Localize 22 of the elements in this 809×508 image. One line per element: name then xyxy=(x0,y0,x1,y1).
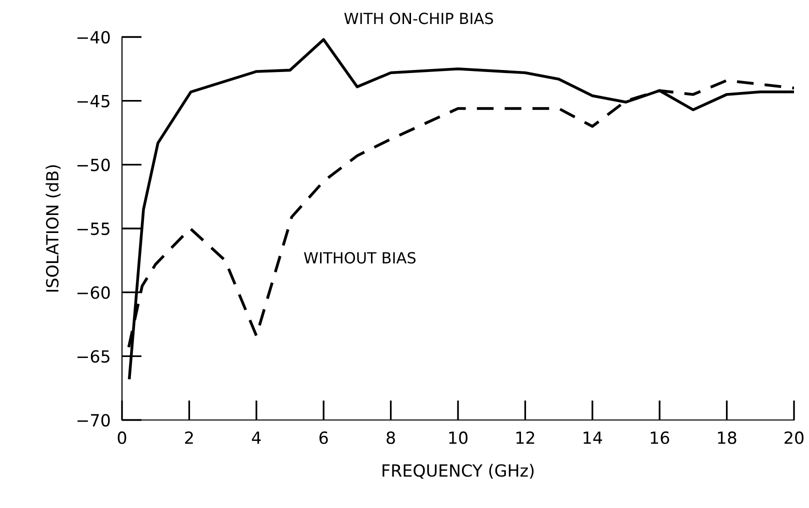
y-tick-label: −60 xyxy=(77,286,110,299)
y-tick-label: −40 xyxy=(77,30,110,44)
x-tick-label: 14 xyxy=(584,432,602,444)
y-tick-label: −45 xyxy=(77,95,110,108)
x-tick-label: 16 xyxy=(650,431,670,444)
y-tick-label: −65 xyxy=(77,350,110,363)
x-tick-label: 4 xyxy=(252,432,261,444)
x-tick-label: 12 xyxy=(516,431,534,444)
x-tick-label: 10 xyxy=(449,431,468,444)
x-tick-label: 0 xyxy=(118,431,126,444)
x-tick-label: 2 xyxy=(185,431,193,444)
y-tick-label: −50 xyxy=(77,158,110,172)
x-tick-label: 18 xyxy=(718,431,736,444)
y-axis-title: ISOLATION (dB) xyxy=(46,165,61,292)
x-tick-label: 6 xyxy=(319,431,328,444)
y-tick-label: −55 xyxy=(77,222,110,236)
x-tick-label: 20 xyxy=(784,431,804,444)
x-tick-label: 8 xyxy=(386,431,395,444)
y-tick-label: −70 xyxy=(77,414,110,427)
x-axis-title: FREQUENCY (GHz) xyxy=(382,464,534,479)
series-label: WITHOUT BIAS xyxy=(304,252,416,264)
series-label: WITH ON-CHIP BIAS xyxy=(344,12,494,24)
